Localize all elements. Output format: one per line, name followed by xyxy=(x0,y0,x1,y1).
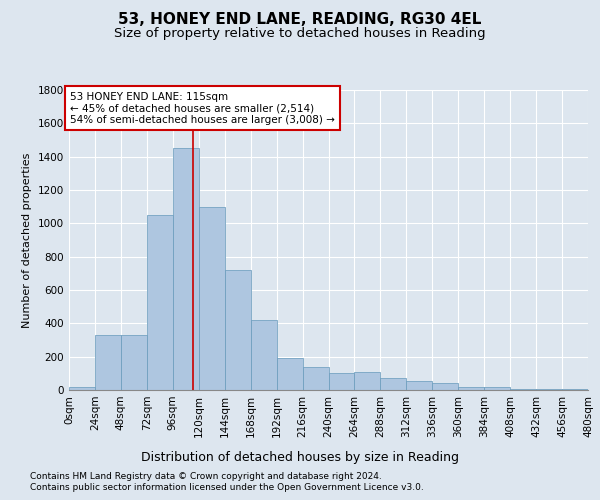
Bar xyxy=(536,389,562,390)
Bar xyxy=(69,386,95,390)
Bar xyxy=(562,389,588,390)
Text: 53, HONEY END LANE, READING, RG30 4EL: 53, HONEY END LANE, READING, RG30 4EL xyxy=(118,12,482,28)
Bar xyxy=(147,215,173,390)
Bar xyxy=(199,206,224,390)
Y-axis label: Number of detached properties: Number of detached properties xyxy=(22,152,32,328)
Bar xyxy=(95,335,121,390)
Bar xyxy=(380,378,406,390)
Text: Contains HM Land Registry data © Crown copyright and database right 2024.: Contains HM Land Registry data © Crown c… xyxy=(30,472,382,481)
Text: Size of property relative to detached houses in Reading: Size of property relative to detached ho… xyxy=(114,28,486,40)
Bar xyxy=(406,381,432,390)
Bar xyxy=(277,358,302,390)
Bar xyxy=(329,374,355,390)
Bar xyxy=(251,320,277,390)
Bar xyxy=(302,366,329,390)
Bar xyxy=(484,386,510,390)
Bar xyxy=(510,389,536,390)
Bar xyxy=(355,372,380,390)
Bar xyxy=(173,148,199,390)
Bar xyxy=(458,386,484,390)
Text: Distribution of detached houses by size in Reading: Distribution of detached houses by size … xyxy=(141,451,459,464)
Bar xyxy=(121,335,147,390)
Bar xyxy=(432,382,458,390)
Text: 53 HONEY END LANE: 115sqm
← 45% of detached houses are smaller (2,514)
54% of se: 53 HONEY END LANE: 115sqm ← 45% of detac… xyxy=(70,92,335,125)
Bar xyxy=(225,270,251,390)
Text: Contains public sector information licensed under the Open Government Licence v3: Contains public sector information licen… xyxy=(30,483,424,492)
